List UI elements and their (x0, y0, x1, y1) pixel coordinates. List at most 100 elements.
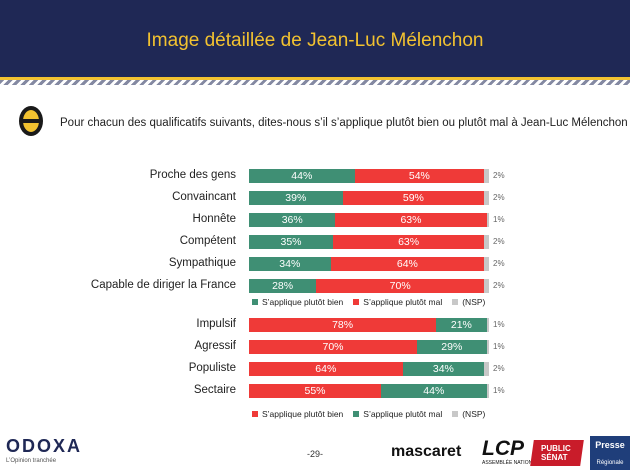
bar-convaincant-series-1 (342, 191, 485, 205)
legend-item-2: (NSP) (452, 409, 485, 419)
bar-convaincant-series-0 (249, 191, 343, 205)
odoxa-mark-icon (19, 106, 43, 136)
category-label-convaincant: Convaincant (172, 191, 236, 203)
data-label-capable-de-diriger-la-france-nsp: 2% (493, 281, 505, 290)
bar-honnete-series-2 (486, 213, 489, 227)
data-label-convaincant-series-1: 59% (402, 192, 424, 204)
data-label-sectaire-series-1: 44% (423, 385, 445, 397)
data-label-capable-de-diriger-la-france-series-1: 70% (389, 280, 411, 292)
bar-competent-series-1 (333, 235, 485, 249)
bar-competent-series-2 (484, 235, 489, 249)
category-label-populiste: Populiste (188, 362, 236, 374)
bar-competent-series-0 (249, 235, 333, 249)
presse-regionale-logo-bg (590, 436, 630, 470)
bar-honnete-series-0 (249, 213, 336, 227)
bar-convaincant-series-2 (484, 191, 489, 205)
header-gold-line (0, 77, 630, 80)
data-label-honnete-series-0: 36% (281, 214, 303, 226)
category-label-proche-des-gens: Proche des gens (149, 169, 236, 181)
legend-label-0: S’applique plutôt bien (262, 409, 344, 419)
bar-honnete-series-1 (335, 213, 487, 227)
category-label-sympathique: Sympathique (168, 257, 236, 269)
data-label-sectaire-series-0: 55% (304, 385, 326, 397)
data-label-sympathique-nsp: 2% (493, 259, 505, 268)
data-label-agressif-series-0: 70% (322, 341, 344, 353)
bar-sympathique-series-2 (484, 257, 489, 271)
lcp-logo: LCP (482, 437, 524, 460)
data-label-honnete-nsp: 1% (493, 215, 505, 224)
bar-agressif-series-1 (417, 340, 487, 354)
data-label-populiste-nsp: 2% (493, 364, 505, 373)
page-title: Image détaillée de Jean-Luc Mélenchon (146, 30, 484, 51)
data-label-populiste-series-0: 64% (315, 363, 337, 375)
odoxa-logo: ODOXA (6, 436, 83, 456)
header-pattern (0, 80, 630, 85)
data-label-competent-series-0: 35% (280, 236, 302, 248)
legend-label-0: S’applique plutôt bien (262, 297, 344, 307)
lcp-subtitle: ASSEMBLÉE NATIONALE (482, 460, 542, 466)
bar-proche-des-gens-series-2 (484, 169, 489, 183)
presse-regionale-line2: Régionale (596, 460, 624, 466)
legend-item-2: (NSP) (452, 297, 485, 307)
public-senat-line1: PUBLIC (541, 444, 571, 453)
data-label-impulsif-series-1: 21% (450, 319, 472, 331)
bar-impulsif-series-0 (249, 318, 437, 332)
legend-bottom: S’applique plutôt bien S’applique plutôt … (252, 409, 495, 419)
data-label-capable-de-diriger-la-france-series-0: 28% (272, 280, 294, 292)
legend-item-1: S’applique plutôt mal (353, 297, 442, 307)
bar-populiste-series-0 (249, 362, 403, 376)
legend-item-0: S’applique plutôt bien (252, 297, 343, 307)
data-label-proche-des-gens-nsp: 2% (493, 171, 505, 180)
category-label-impulsif: Impulsif (196, 318, 236, 330)
data-label-competent-series-1: 63% (398, 236, 420, 248)
legend-top: S’applique plutôt bien S’applique plutôt … (252, 297, 495, 307)
presse-regionale-line1: Presse (595, 440, 625, 450)
data-label-proche-des-gens-series-1: 54% (408, 170, 430, 182)
bar-sectaire-series-1 (381, 384, 487, 398)
data-label-sympathique-series-0: 34% (279, 258, 301, 270)
legend-swatch-2 (452, 410, 459, 417)
data-label-impulsif-series-0: 78% (332, 319, 354, 331)
legend-item-0: S’applique plutôt bien (252, 409, 343, 419)
public-senat-logo: PUBLIC SÉNAT (541, 444, 571, 462)
category-label-sectaire: Sectaire (193, 384, 236, 396)
legend-swatch-0 (252, 410, 258, 417)
bar-capable-de-diriger-la-france-series-2 (484, 279, 489, 293)
bar-sectaire-series-2 (486, 384, 489, 398)
bar-proche-des-gens-series-1 (354, 169, 485, 183)
data-label-convaincant-nsp: 2% (493, 193, 505, 202)
bar-agressif-series-2 (486, 340, 489, 354)
bar-impulsif-series-1 (436, 318, 487, 332)
mascaret-logo: mascaret (391, 443, 462, 460)
legend-label-2: (NSP) (462, 409, 486, 419)
header-banner (0, 0, 630, 77)
bar-sectaire-series-0 (249, 384, 381, 398)
legend-swatch-1 (353, 410, 360, 417)
data-label-sectaire-nsp: 1% (493, 386, 505, 395)
data-label-proche-des-gens-series-0: 44% (291, 170, 313, 182)
bar-proche-des-gens-series-0 (249, 169, 355, 183)
data-label-competent-nsp: 2% (493, 237, 505, 246)
data-label-populiste-series-1: 34% (432, 363, 454, 375)
category-label-competent: Compétent (179, 235, 236, 247)
category-label-honnete: Honnête (192, 213, 236, 225)
public-senat-line2: SÉNAT (541, 453, 568, 462)
bar-populiste-series-2 (484, 362, 489, 376)
data-label-agressif-series-1: 29% (441, 341, 463, 353)
data-label-agressif-nsp: 1% (493, 342, 505, 351)
question-text: Pour chacun des qualificatifs suivants, … (60, 117, 630, 129)
bar-capable-de-diriger-la-france-series-1 (316, 279, 485, 293)
bar-impulsif-series-2 (486, 318, 489, 332)
data-label-sympathique-series-1: 64% (396, 258, 418, 270)
category-label-agressif: Agressif (194, 340, 236, 352)
bar-agressif-series-0 (249, 340, 417, 354)
bar-sympathique-series-0 (249, 257, 331, 271)
page-number: -29- (306, 449, 323, 459)
legend-item-1: S’applique plutôt mal (353, 409, 442, 419)
legend-swatch-2 (452, 298, 459, 305)
bar-populiste-series-1 (402, 362, 485, 376)
category-label-capable-de-diriger-la-france: Capable de diriger la France (90, 279, 236, 291)
bar-sympathique-series-1 (330, 257, 485, 271)
data-label-convaincant-series-0: 39% (285, 192, 307, 204)
legend-swatch-0 (252, 298, 258, 305)
